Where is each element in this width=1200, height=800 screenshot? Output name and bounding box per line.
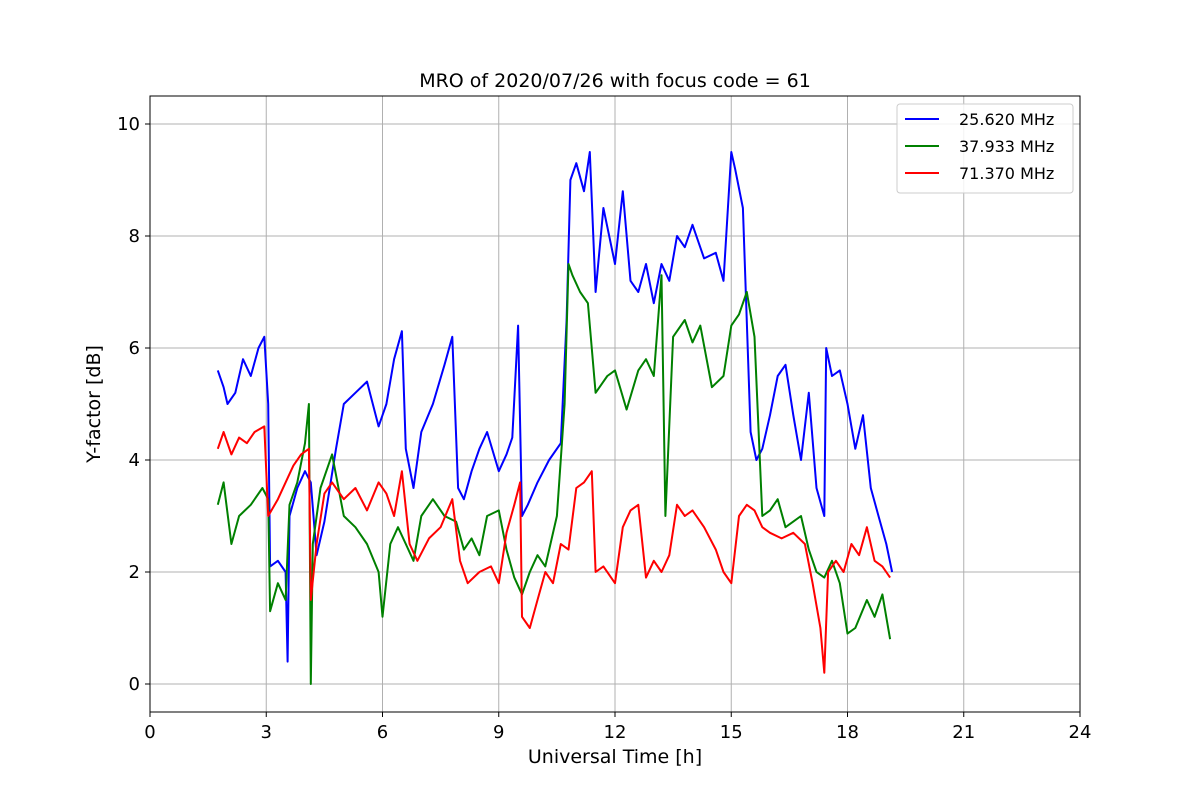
x-tick-label: 3 [261,722,272,743]
legend-entry-label: 71.370 MHz [959,164,1054,183]
y-tick-label: 6 [129,338,140,359]
series-line-3 [216,425,891,674]
x-tick-label: 12 [604,722,627,743]
x-tick-label: 15 [720,722,743,743]
y-tick-label: 4 [129,450,140,471]
series-line-1 [216,151,894,663]
y-tick-label: 10 [117,114,140,135]
x-tick-label: 9 [493,722,504,743]
series-layer [216,151,894,685]
legend-box [896,103,1074,194]
y-axis-label: Y-factor [dB] [83,345,105,464]
legend: 25.620 MHz 37.933 MHz 71.370 MHz [896,103,1074,194]
y-tick-label: 8 [129,226,140,247]
chart-title: MRO of 2020/07/26 with focus code = 61 [419,70,811,92]
x-tick-label: 6 [377,722,388,743]
y-tick-label: 0 [129,674,140,695]
legend-entry-label: 37.933 MHz [959,137,1054,156]
x-tick-label: 21 [952,722,975,743]
x-tick-label: 24 [1069,722,1092,743]
x-axis-label: Universal Time [h] [528,746,702,768]
legend-entry-label: 25.620 MHz [959,110,1054,129]
x-tick-label: 0 [144,722,155,743]
x-tick-label: 18 [836,722,859,743]
series-line-2 [216,263,892,685]
y-tick-label: 2 [129,562,140,583]
